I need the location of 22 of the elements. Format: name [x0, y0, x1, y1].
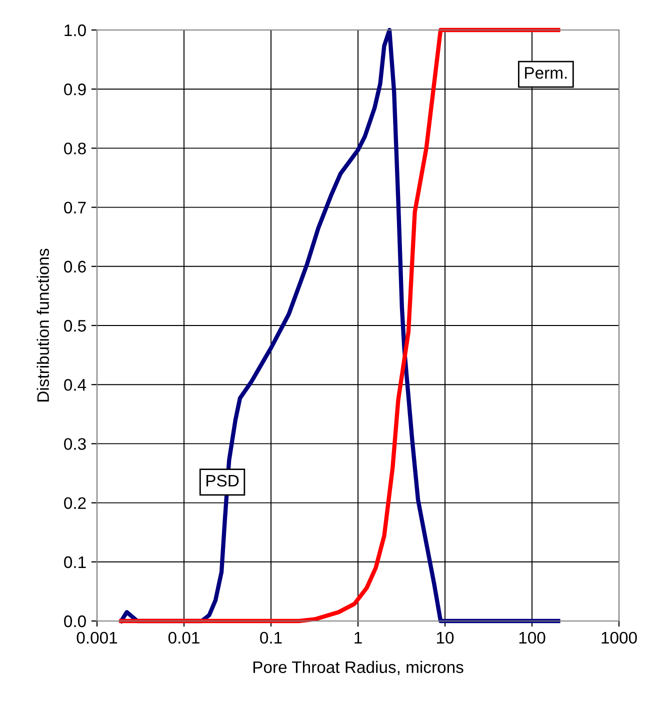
x-tick-label: 10 [437, 632, 454, 644]
y-tick-label: 0.4 [64, 379, 86, 391]
y-tick-label: 1.0 [64, 24, 86, 36]
y-axis-title: Distribution functions [36, 248, 50, 402]
y-tick-label: 0.1 [64, 556, 86, 568]
y-tick-label: 0.2 [64, 497, 86, 510]
y-tick-label: 0.7 [64, 202, 86, 214]
text: Perm. [525, 67, 567, 79]
series-label: PSD [206, 474, 239, 487]
y-tick-label: 0.0 [64, 615, 86, 628]
y-tick-label: 0.6 [64, 260, 86, 273]
x-tick-label: 0.1 [260, 632, 282, 644]
y-tick-label: 0.3 [64, 438, 86, 450]
x-axis-title: Pore Throat Radius, microns [253, 660, 464, 676]
x-tick-label: 0.001 [76, 632, 118, 644]
y-tick-label: 0.8 [64, 142, 86, 154]
x-tick-label: 1 [354, 632, 362, 644]
x-tick-label: 0.01 [168, 632, 200, 644]
y-tick-label: 0.9 [64, 84, 86, 96]
y-tick-label: 0.5 [64, 320, 86, 332]
x-tick-label: 100 [519, 632, 546, 644]
x-tick-label: 1000 [602, 632, 637, 644]
